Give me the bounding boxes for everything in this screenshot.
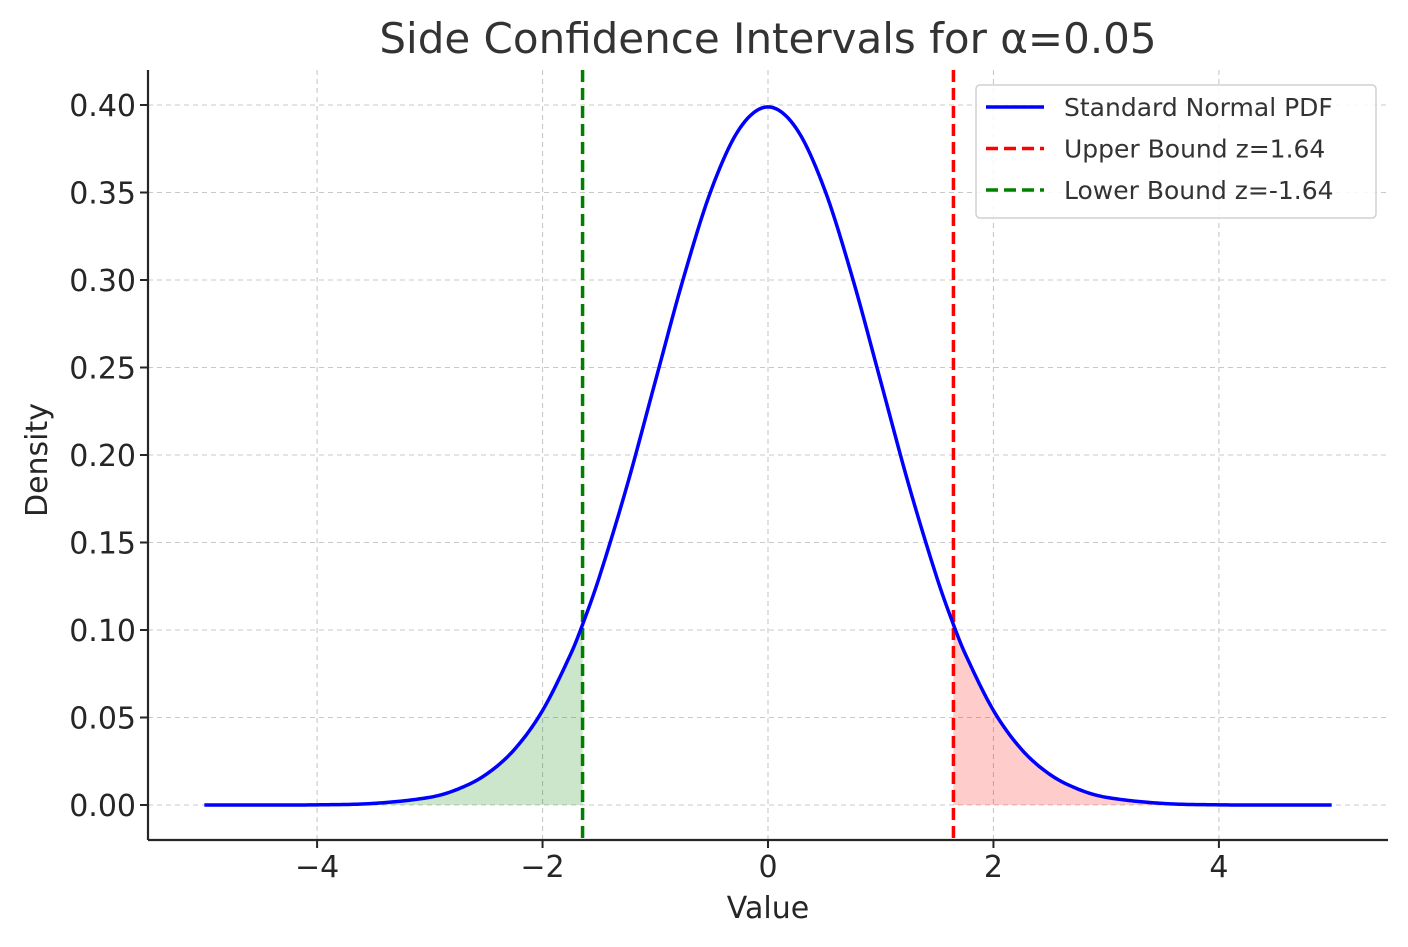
legend-label: Standard Normal PDF (1064, 93, 1333, 122)
x-axis-title: Value (727, 891, 809, 926)
y-tick-label: 0.35 (69, 177, 136, 212)
curve-layer (204, 105, 1332, 807)
y-tick-label: 0.25 (69, 352, 136, 387)
shaded-regions (204, 624, 1332, 805)
pdf-curve (204, 105, 1332, 807)
legend: Standard Normal PDF Upper Bound z=1.64 Low… (975, 84, 1377, 219)
y-tick-label: 0.10 (69, 614, 136, 649)
y-tick-label: 0.40 (69, 89, 136, 124)
y-tick-label: 0.05 (69, 702, 136, 737)
y-tick-label: 0.00 (69, 789, 136, 824)
legend-label: Upper Bound z=1.64 (1064, 135, 1325, 164)
x-tick-label: −2 (520, 850, 564, 885)
legend-box (975, 84, 1377, 219)
lower-tail-region (204, 624, 583, 805)
upper-tail-region (953, 624, 1332, 805)
legend-label: Lower Bound z=-1.64 (1064, 176, 1334, 205)
x-tick-label: 0 (758, 850, 777, 885)
y-tick-label: 0.20 (69, 439, 136, 474)
x-tick-label: −4 (295, 850, 339, 885)
bound-lines (580, 70, 956, 840)
x-tick-label: 4 (1209, 850, 1228, 885)
y-axis-title: Density (20, 403, 55, 517)
x-tick-label: 2 (984, 850, 1003, 885)
y-tick-label: 0.15 (69, 527, 136, 562)
y-tick-label: 0.30 (69, 264, 136, 299)
chart-title: Side Confidence Intervals for α=0.05 (379, 14, 1156, 63)
ticks: −4 −2 0 2 4 0.00 0.05 0.10 0.15 0.20 0.25 0.30 0.35 0… (69, 89, 1228, 885)
